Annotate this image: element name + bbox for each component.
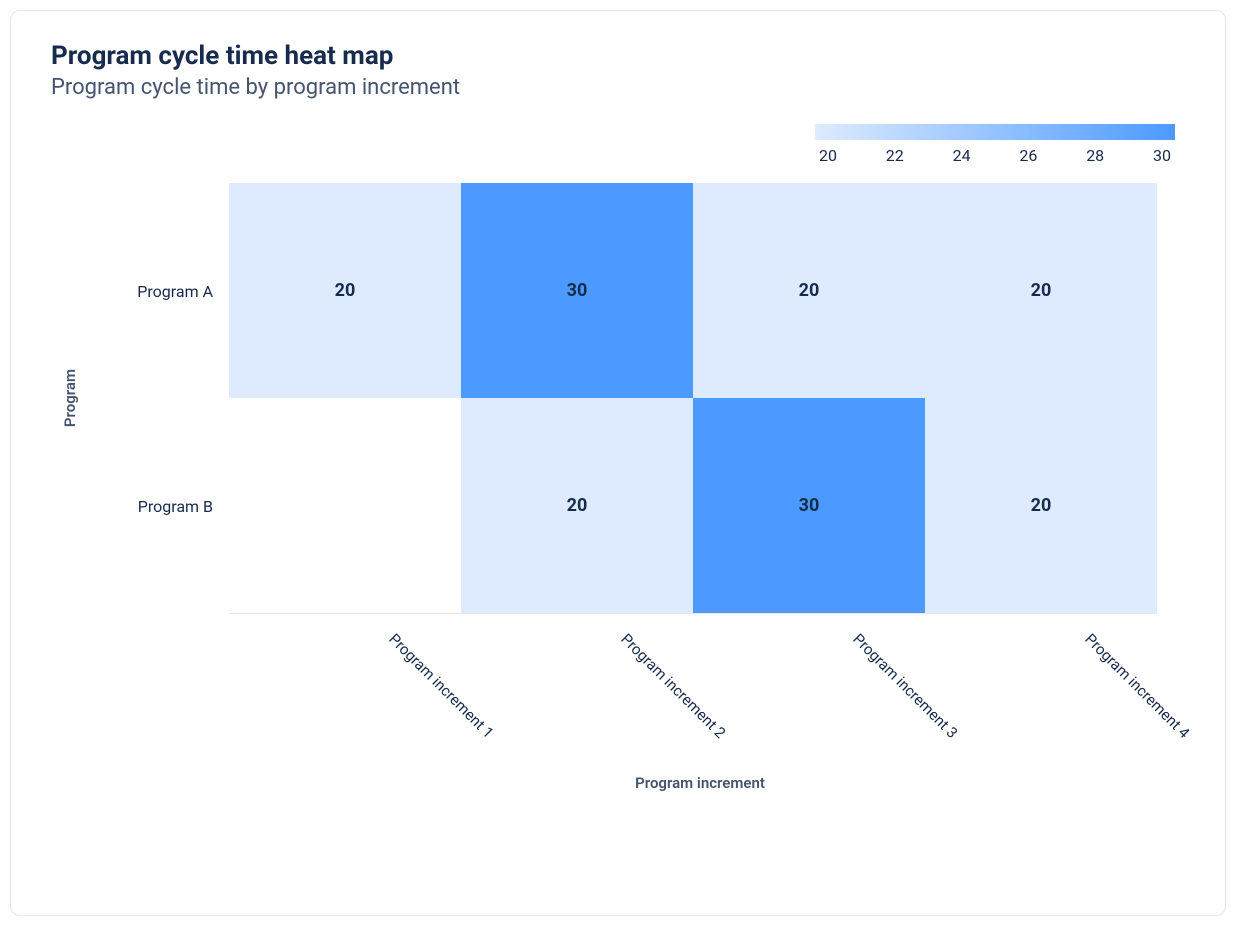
heatmap-cell: 20 [461,398,693,613]
chart-title: Program cycle time heat map [51,41,1185,71]
x-axis-title: Program increment [236,774,1164,792]
heatmap-cell [229,398,461,613]
legend-tick: 26 [1019,146,1037,165]
y-axis-label: Program B [79,399,229,614]
chart-area: Program Program AProgram B 2030202020302… [51,183,1185,792]
legend-tick: 22 [886,146,904,165]
heatmap-cell: 30 [461,183,693,398]
y-axis-label: Program A [79,184,229,399]
heatmap-cell: 20 [925,398,1157,613]
legend-tick: 30 [1153,146,1171,165]
heatmap-cell: 20 [925,183,1157,398]
x-axis-label: Program increment 2 [468,624,700,764]
x-axis-label: Program increment 1 [236,624,468,764]
heatmap-cell: 20 [229,183,461,398]
x-axis-labels: Program increment 1Program increment 2Pr… [236,624,1164,764]
legend-tick: 20 [819,146,837,165]
legend-gradient-bar [815,124,1175,140]
heatmap-cell: 20 [693,183,925,398]
legend-tick: 28 [1086,146,1104,165]
heatmap-card: Program cycle time heat map Program cycl… [10,10,1226,916]
heatmap-cell: 30 [693,398,925,613]
y-axis-labels: Program AProgram B [79,183,229,614]
chart-subtitle: Program cycle time by program increment [51,75,1185,100]
x-axis-label: Program increment 4 [932,624,1164,764]
legend-ticks: 20 22 24 26 28 30 [815,146,1175,165]
legend-container: 20 22 24 26 28 30 [51,124,1185,165]
color-legend: 20 22 24 26 28 30 [815,124,1175,165]
y-axis-title: Program [51,369,79,427]
legend-tick: 24 [953,146,971,165]
x-axis-label: Program increment 3 [700,624,932,764]
heatmap-grid: 20302020203020 [229,183,1157,614]
grid-wrap: Program Program AProgram B 2030202020302… [51,183,1185,614]
